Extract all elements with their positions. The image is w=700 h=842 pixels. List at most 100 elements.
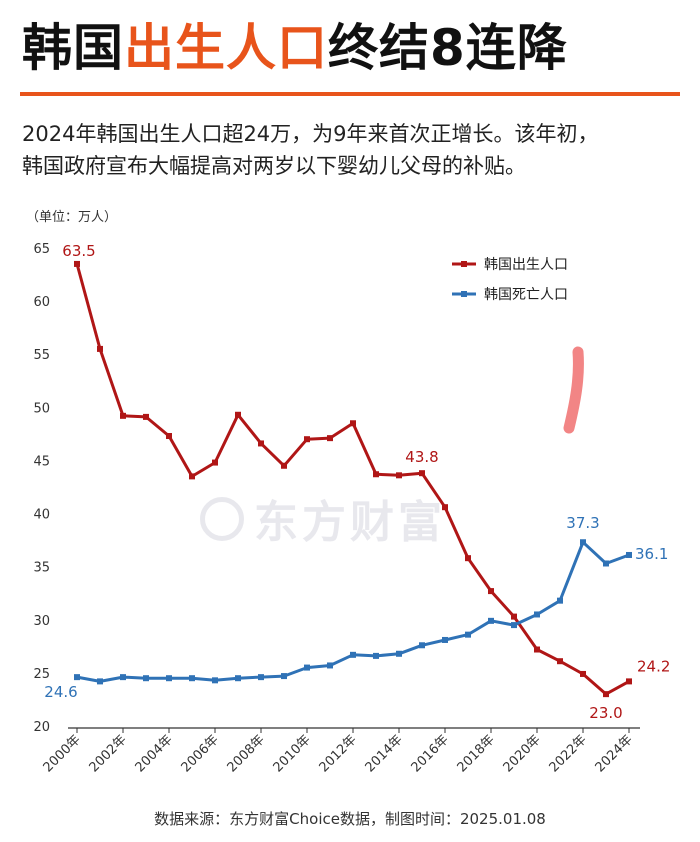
- subtitle-line-2: 韩国政府宣布大幅提高对两岁以下婴幼儿父母的补贴。: [22, 154, 526, 178]
- x-tick-label: 2024年: [593, 732, 636, 775]
- source-note: 数据来源：东方财富Choice数据，制图时间：2025.01.08: [154, 810, 546, 828]
- deaths-point: [488, 617, 494, 624]
- deaths-point: [120, 674, 126, 681]
- data-label: 36.1: [635, 545, 668, 563]
- x-tick-label: 2016年: [409, 732, 452, 775]
- deaths-point: [350, 651, 356, 658]
- births-point: [304, 436, 310, 443]
- data-label: 63.5: [62, 242, 95, 260]
- deaths-point: [143, 675, 149, 682]
- x-tick-label: 2004年: [133, 732, 176, 775]
- births-point: [557, 658, 563, 665]
- data-label: 37.3: [566, 514, 599, 532]
- y-tick-label: 30: [33, 614, 50, 629]
- data-label: 43.8: [405, 448, 438, 466]
- deaths-point: [603, 560, 609, 567]
- watermark-logo-icon: [200, 497, 244, 541]
- deaths-point: [396, 650, 402, 657]
- population-line-chart: 20 25 30 35 40 45 50 55 60 65 2000年 2002年 2004年 2006年…: [33, 242, 670, 775]
- annotation-brush-stroke: [563, 346, 584, 434]
- x-tick-label: 2000年: [41, 732, 84, 775]
- deaths-point: [189, 675, 195, 682]
- unit-label: （单位：万人）: [26, 210, 118, 225]
- births-point: [603, 691, 609, 698]
- births-point: [488, 588, 494, 595]
- deaths-point: [166, 675, 172, 682]
- births-point: [626, 678, 632, 685]
- watermark: 东方财富: [200, 486, 446, 550]
- headline-part-1: 韩国: [22, 19, 124, 77]
- series-line-births: [75, 263, 630, 696]
- births-point: [511, 613, 517, 620]
- births-point: [74, 260, 80, 267]
- births-point: [97, 345, 103, 352]
- deaths-point: [327, 662, 333, 669]
- x-tick-label: 2022年: [547, 732, 590, 775]
- births-point: [143, 413, 149, 420]
- deaths-point: [534, 611, 540, 618]
- y-tick-label: 60: [33, 295, 50, 310]
- births-point: [373, 471, 379, 478]
- x-tick-label: 2018年: [455, 732, 498, 775]
- x-tick-label: 2010年: [271, 732, 314, 775]
- legend-swatch-marker: [461, 291, 467, 297]
- x-tick-label: 2006年: [179, 732, 222, 775]
- deaths-point: [373, 652, 379, 659]
- deaths-point: [304, 664, 310, 671]
- deaths-point: [235, 675, 241, 682]
- y-tick-label: 55: [33, 348, 50, 363]
- y-tick-label: 20: [33, 720, 50, 735]
- headline: 韩国出生人口终结8连降: [22, 8, 682, 80]
- headline-part-2: 终结8连降: [328, 19, 568, 77]
- births-point: [350, 420, 356, 427]
- headline-rule: [20, 92, 680, 96]
- births-point: [327, 435, 333, 442]
- births-point: [396, 472, 402, 479]
- y-tick-label: 50: [33, 401, 50, 416]
- deaths-point: [281, 673, 287, 680]
- births-point: [166, 433, 172, 440]
- legend-label: 韩国死亡人口: [484, 287, 568, 303]
- x-tick-label: 2008年: [225, 732, 268, 775]
- deaths-point: [626, 551, 632, 558]
- x-tick-label: 2020年: [501, 732, 544, 775]
- deaths-point: [97, 678, 103, 685]
- births-point: [281, 462, 287, 469]
- data-label: 23.0: [589, 704, 622, 722]
- y-tick-label: 45: [33, 454, 50, 469]
- headline-accent: 出生人口: [124, 19, 328, 77]
- subtitle: 2024年韩国出生人口超24万，为9年来首次正增长。该年初， 韩国政府宣布大幅提…: [22, 118, 682, 182]
- y-tick-label: 35: [33, 561, 50, 576]
- y-tick-label: 65: [33, 242, 50, 257]
- births-point: [442, 504, 448, 511]
- births-point: [419, 470, 425, 477]
- deaths-point: [419, 642, 425, 649]
- deaths-point: [74, 674, 80, 681]
- x-tick-label: 2014年: [363, 732, 406, 775]
- legend-swatch-marker: [461, 261, 467, 267]
- y-tick-label: 25: [33, 667, 50, 682]
- watermark-text: 东方财富: [254, 497, 446, 548]
- legend-label: 韩国出生人口: [484, 257, 568, 273]
- x-tick-label: 2012年: [317, 732, 360, 775]
- births-point: [235, 411, 241, 418]
- births-point: [465, 555, 471, 562]
- deaths-point: [465, 631, 471, 638]
- data-label: 24.2: [637, 657, 670, 675]
- deaths-point: [580, 539, 586, 546]
- data-label: 24.6: [44, 683, 77, 701]
- births-point: [534, 646, 540, 653]
- births-point: [120, 412, 126, 419]
- births-point: [580, 670, 586, 677]
- deaths-point: [557, 597, 563, 604]
- x-tick-label: 2002年: [87, 732, 130, 775]
- series-line-deaths: [76, 540, 630, 683]
- deaths-point: [511, 622, 517, 629]
- births-point: [212, 459, 218, 466]
- y-tick-label: 40: [33, 508, 50, 523]
- deaths-point: [258, 674, 264, 681]
- births-point: [258, 440, 264, 447]
- deaths-point: [442, 636, 448, 643]
- births-point: [189, 473, 195, 480]
- subtitle-line-1: 2024年韩国出生人口超24万，为9年来首次正增长。该年初，: [22, 122, 599, 146]
